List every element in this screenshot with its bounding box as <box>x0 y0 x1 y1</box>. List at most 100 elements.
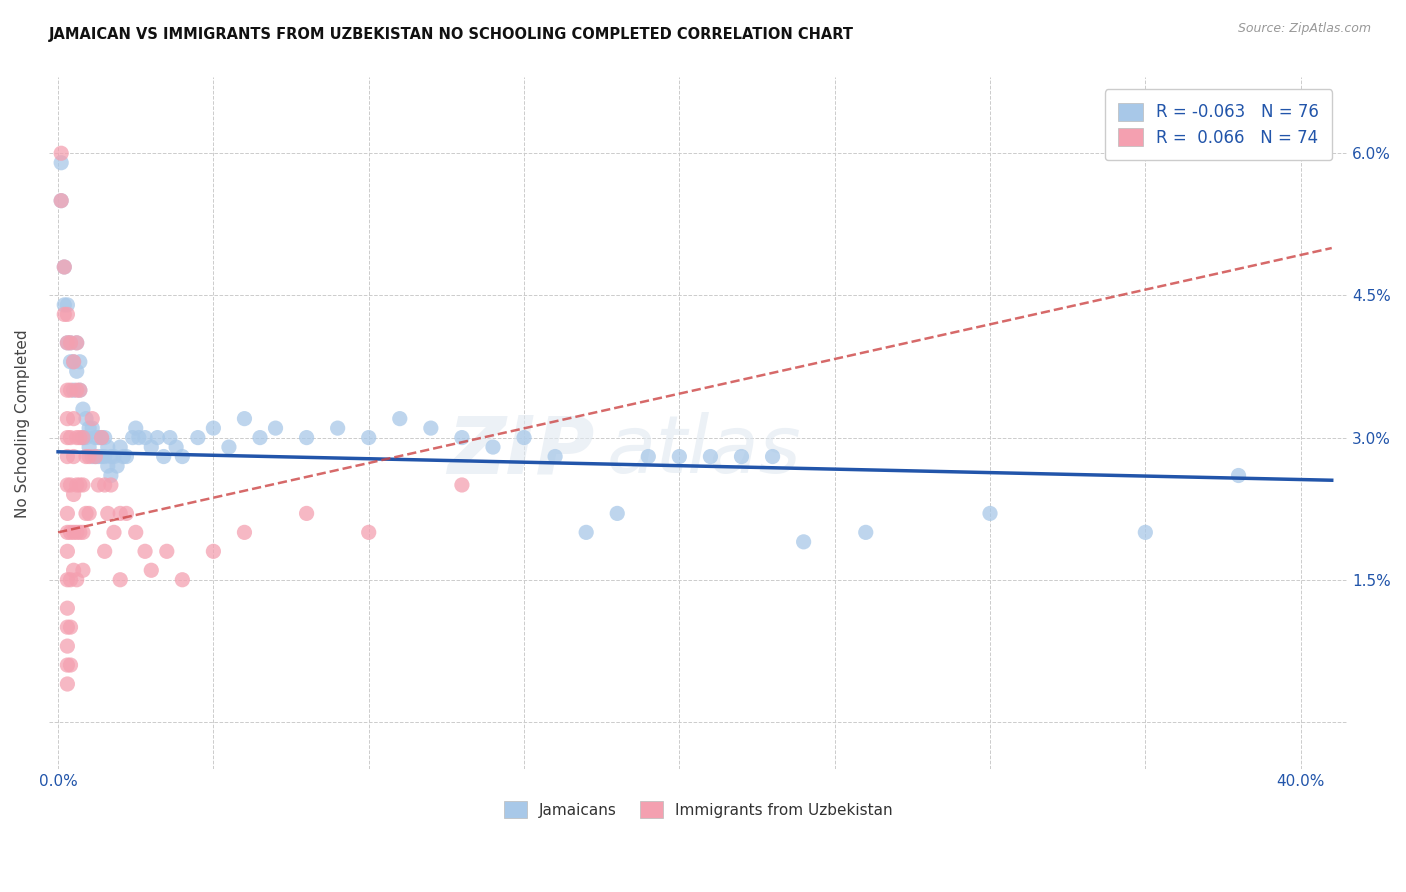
Point <box>59 620 82 634</box>
Point <box>72 563 94 577</box>
Point <box>637 450 659 464</box>
Point <box>451 478 474 492</box>
Point <box>575 525 598 540</box>
Point <box>69 478 91 492</box>
Point <box>93 450 115 464</box>
Point <box>56 335 79 350</box>
Point <box>295 507 318 521</box>
Point <box>761 450 783 464</box>
Point <box>56 525 79 540</box>
Point <box>69 383 91 397</box>
Point <box>264 421 287 435</box>
Point <box>51 194 73 208</box>
Point <box>103 525 125 540</box>
Point <box>51 146 73 161</box>
Point <box>233 525 256 540</box>
Point <box>156 544 179 558</box>
Point <box>53 260 76 274</box>
Point <box>249 431 271 445</box>
Point <box>62 411 84 425</box>
Point <box>544 450 567 464</box>
Point <box>97 458 120 473</box>
Point <box>97 507 120 521</box>
Point <box>108 507 131 521</box>
Point <box>84 431 107 445</box>
Point <box>56 677 79 691</box>
Point <box>59 658 82 673</box>
Point <box>1135 525 1157 540</box>
Point <box>233 411 256 425</box>
Point <box>152 450 174 464</box>
Point <box>97 440 120 454</box>
Point <box>187 431 209 445</box>
Point <box>77 440 100 454</box>
Point <box>62 450 84 464</box>
Point <box>56 601 79 615</box>
Point <box>62 487 84 501</box>
Point <box>513 431 536 445</box>
Point <box>69 383 91 397</box>
Point <box>66 431 89 445</box>
Point <box>69 525 91 540</box>
Point <box>482 440 505 454</box>
Point <box>53 260 76 274</box>
Point <box>75 450 97 464</box>
Point <box>87 450 110 464</box>
Point <box>93 544 115 558</box>
Point <box>53 298 76 312</box>
Point <box>699 450 721 464</box>
Point <box>159 431 181 445</box>
Point <box>357 431 380 445</box>
Point <box>77 421 100 435</box>
Point <box>62 355 84 369</box>
Point <box>72 478 94 492</box>
Point <box>295 431 318 445</box>
Point <box>66 573 89 587</box>
Point <box>128 431 150 445</box>
Point <box>668 450 690 464</box>
Point <box>1227 468 1250 483</box>
Point <box>105 458 128 473</box>
Point <box>77 450 100 464</box>
Point <box>108 573 131 587</box>
Point <box>357 525 380 540</box>
Point <box>121 431 143 445</box>
Point <box>84 450 107 464</box>
Point <box>218 440 240 454</box>
Point <box>87 478 110 492</box>
Point <box>326 421 349 435</box>
Point <box>56 639 79 653</box>
Point <box>59 525 82 540</box>
Y-axis label: No Schooling Completed: No Schooling Completed <box>15 329 30 517</box>
Point <box>93 431 115 445</box>
Point <box>56 431 79 445</box>
Point <box>165 440 187 454</box>
Point <box>75 431 97 445</box>
Text: JAMAICAN VS IMMIGRANTS FROM UZBEKISTAN NO SCHOOLING COMPLETED CORRELATION CHART: JAMAICAN VS IMMIGRANTS FROM UZBEKISTAN N… <box>49 27 855 42</box>
Point <box>56 658 79 673</box>
Point <box>59 478 82 492</box>
Point <box>72 431 94 445</box>
Point <box>66 383 89 397</box>
Point <box>90 431 112 445</box>
Text: atlas: atlas <box>607 412 801 490</box>
Point <box>56 573 79 587</box>
Point <box>979 507 1001 521</box>
Point <box>90 450 112 464</box>
Point <box>115 450 138 464</box>
Point <box>66 364 89 378</box>
Text: ZIP: ZIP <box>447 412 595 490</box>
Point <box>108 440 131 454</box>
Point <box>66 335 89 350</box>
Point <box>141 440 163 454</box>
Point <box>62 563 84 577</box>
Point <box>84 450 107 464</box>
Point <box>59 355 82 369</box>
Point <box>62 525 84 540</box>
Point <box>56 478 79 492</box>
Point <box>69 431 91 445</box>
Point <box>730 450 752 464</box>
Point <box>56 298 79 312</box>
Point <box>72 402 94 417</box>
Point <box>56 335 79 350</box>
